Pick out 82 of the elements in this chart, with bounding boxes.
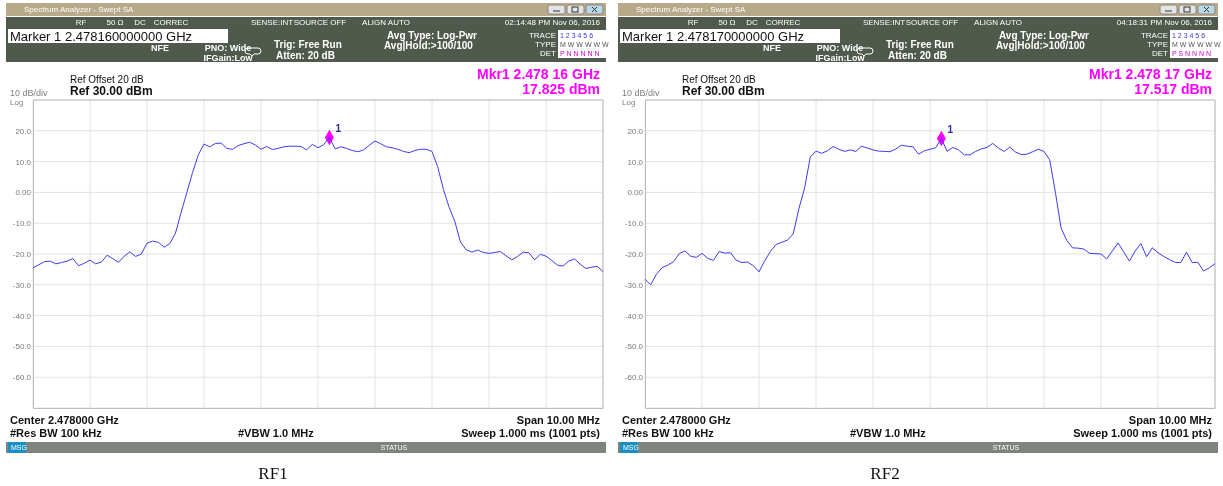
text: DC [134,18,146,27]
text: Span 10.00 MHz [1128,414,1213,426]
y-tick-label: -30.0 [12,280,32,290]
text: Avg Type: Log-Pwr [999,30,1090,41]
text: DC [746,18,758,27]
text: 10 dB/div [10,88,49,98]
text: #Res BW 100 kHz [10,427,103,439]
text: 50 Ω [718,18,736,27]
text: ALIGN AUTO [362,18,410,27]
text: 02:14:48 PM Nov 06, 2016 [504,18,601,27]
text: RF1 [258,464,288,483]
text: TRACE [1140,31,1168,40]
y-tick-label: -20.0 [12,250,32,260]
text: Sweep 1.000 ms (1001 pts) [1073,427,1213,439]
text: Trig: Free Run [886,39,954,50]
text: 50 Ω [106,18,124,27]
text: Atten: 20 dB [888,50,947,61]
text: DET [1152,49,1169,58]
y-tick-label: 10.0 [627,157,644,167]
text: Log [622,98,636,107]
text: Marker 1 2.478170000000 GHz [622,29,805,44]
text: ALIGN AUTO [974,18,1022,27]
text: Ref Offset 20 dB [682,74,757,85]
text: Ref 30.00 dBm [682,84,765,98]
y-tick-label: -60.0 [624,373,644,383]
text: Sweep 1.000 ms (1001 pts) [461,427,601,439]
y-tick-label: 0.00 [15,188,32,198]
text: NFE [763,43,781,53]
text: 04:18:31 PM Nov 06, 2016 [1116,18,1213,27]
text: Ref 30.00 dBm [70,84,153,98]
text: Span 10.00 MHz [516,414,601,426]
text: Center 2.478000 GHz [622,414,732,426]
y-tick-label: -20.0 [624,250,644,260]
text: Mkr1 2.478 17 GHz [1089,66,1212,82]
text: Trig: Free Run [274,39,342,50]
text: Ref Offset 20 dB [70,74,145,85]
text: TRACE [528,31,556,40]
text: CORREC [765,18,801,27]
text: Atten: 20 dB [276,50,335,61]
text: IFGain:Low [203,53,254,63]
y-tick-label: 10.0 [15,157,32,167]
text: SENSE:INT [250,18,294,27]
text: 10 dB/div [622,88,661,98]
text: #VBW 1.0 MHz [850,427,927,439]
text: RF [687,18,699,27]
series-label: 1 [335,123,342,135]
text: Spectrum Analyzer - Swept SA [24,5,135,14]
text: CORREC [153,18,189,27]
text: 17.517 dBm [1134,81,1212,97]
text: RF2 [870,464,900,483]
text: Avg Type: Log-Pwr [387,30,478,41]
source-note: SOURCE OFF [293,18,347,27]
text: TYPE [1147,40,1168,49]
y-tick-label: -40.0 [12,311,32,321]
y-tick-label: 20.0 [15,126,32,136]
text: Marker 1 2.478160000000 GHz [10,29,193,44]
y-tick-label: -60.0 [12,373,32,383]
text: PNO: Wide [204,43,252,53]
text: Mkr1 2.478 16 GHz [477,66,600,82]
series-label: 1 [947,124,954,136]
y-tick-label: 0.00 [627,188,644,198]
y-tick-label: 20.0 [627,126,644,136]
y-tick-label: -10.0 [624,219,644,229]
text: DET [540,49,557,58]
text: Spectrum Analyzer - Swept SA [636,5,747,14]
text: 17.825 dBm [522,81,600,97]
text: #Res BW 100 kHz [622,427,715,439]
text: SENSE:INT [862,18,906,27]
y-tick-label: -30.0 [624,280,644,290]
y-tick-label: -40.0 [624,311,644,321]
source-note: SOURCE OFF [905,18,959,27]
y-tick-label: -50.0 [624,342,644,352]
text: Center 2.478000 GHz [10,414,120,426]
y-tick-label: -10.0 [12,219,32,229]
text: NFE [151,43,169,53]
text: RF [75,18,87,27]
text: #VBW 1.0 MHz [238,427,315,439]
text: PNO: Wide [816,43,864,53]
y-tick-label: -50.0 [12,342,32,352]
text: Log [10,98,24,107]
text: TYPE [535,40,556,49]
text: IFGain:Low [815,53,866,63]
